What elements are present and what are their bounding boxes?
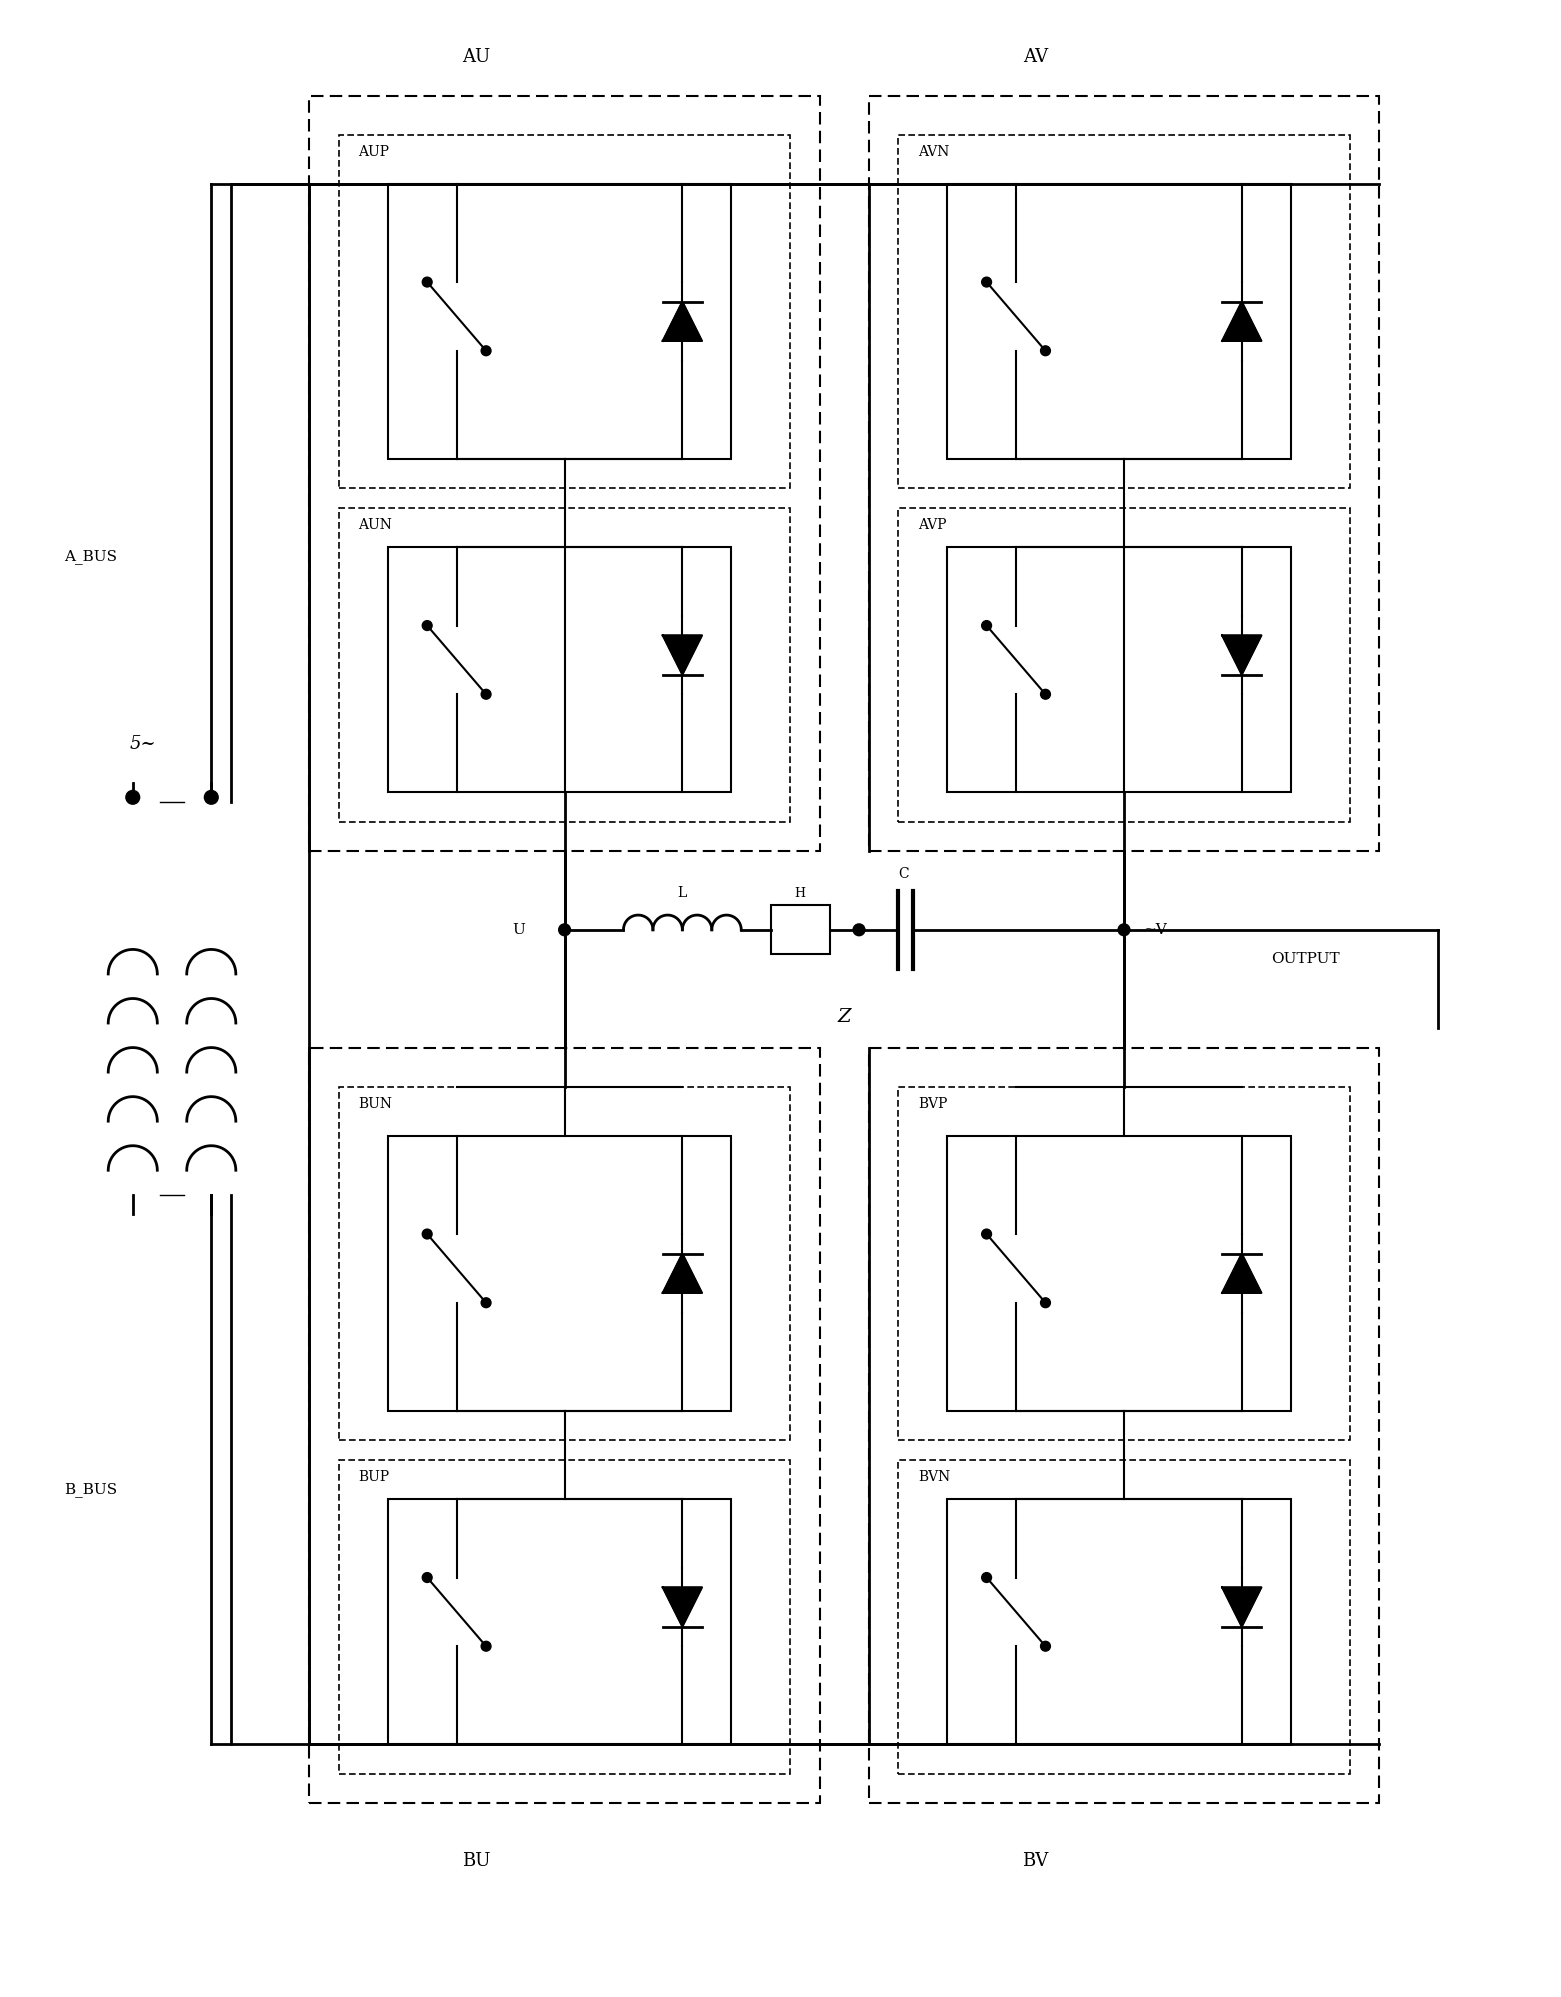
Text: AV: AV — [1022, 48, 1049, 66]
Polygon shape — [1222, 302, 1261, 341]
Bar — [389, 1136, 732, 1410]
Polygon shape — [663, 1588, 702, 1628]
Bar — [389, 184, 732, 459]
Text: BVP: BVP — [918, 1096, 948, 1110]
Circle shape — [982, 1572, 991, 1582]
Circle shape — [481, 345, 492, 355]
Text: AUN: AUN — [359, 517, 392, 531]
Bar — [869, 96, 1380, 851]
Text: L: L — [677, 887, 687, 901]
Circle shape — [126, 791, 139, 805]
Circle shape — [423, 1228, 432, 1238]
Circle shape — [982, 278, 991, 288]
Circle shape — [1041, 345, 1051, 355]
Text: AVN: AVN — [918, 144, 949, 158]
Text: C: C — [898, 867, 909, 881]
Circle shape — [982, 621, 991, 631]
Circle shape — [423, 621, 432, 631]
Circle shape — [982, 1228, 991, 1238]
Bar — [339, 1086, 790, 1440]
Bar — [869, 1048, 1380, 1803]
Text: AUP: AUP — [359, 144, 390, 158]
Circle shape — [481, 689, 492, 699]
Text: BVN: BVN — [918, 1470, 951, 1484]
Bar — [898, 507, 1350, 823]
Polygon shape — [663, 302, 702, 341]
Text: ~V: ~V — [1144, 923, 1168, 937]
Bar — [898, 136, 1350, 487]
Text: A_BUS: A_BUS — [64, 549, 117, 565]
Bar — [898, 1086, 1350, 1440]
Bar — [389, 547, 732, 793]
Text: B_BUS: B_BUS — [64, 1482, 117, 1496]
Bar — [948, 547, 1291, 793]
Text: Z: Z — [838, 1008, 851, 1026]
Bar — [948, 1136, 1291, 1410]
Bar — [389, 1500, 732, 1743]
Bar — [948, 1500, 1291, 1743]
Circle shape — [854, 925, 865, 937]
Bar — [339, 1460, 790, 1773]
Text: U: U — [512, 923, 526, 937]
Circle shape — [1041, 1642, 1051, 1652]
Bar — [309, 1048, 820, 1803]
Bar — [339, 507, 790, 823]
Circle shape — [1041, 689, 1051, 699]
Circle shape — [1041, 1298, 1051, 1308]
Circle shape — [423, 1572, 432, 1582]
Circle shape — [204, 791, 219, 805]
Text: BUN: BUN — [359, 1096, 392, 1110]
Text: BV: BV — [1022, 1853, 1049, 1871]
Bar — [339, 136, 790, 487]
Polygon shape — [1222, 1588, 1261, 1628]
Bar — [771, 905, 829, 955]
Circle shape — [559, 925, 570, 937]
Text: BU: BU — [462, 1853, 490, 1871]
Polygon shape — [663, 1254, 702, 1292]
Bar — [309, 96, 820, 851]
Text: 5~: 5~ — [130, 735, 156, 753]
Circle shape — [423, 278, 432, 288]
Polygon shape — [1222, 1254, 1261, 1292]
Text: OUTPUT: OUTPUT — [1271, 953, 1339, 967]
Polygon shape — [1222, 635, 1261, 675]
Circle shape — [481, 1642, 492, 1652]
Polygon shape — [663, 635, 702, 675]
Text: H: H — [795, 887, 805, 901]
Circle shape — [1118, 925, 1130, 937]
Text: BUP: BUP — [359, 1470, 390, 1484]
Bar — [898, 1460, 1350, 1773]
Text: AVP: AVP — [918, 517, 946, 531]
Circle shape — [481, 1298, 492, 1308]
Bar — [948, 184, 1291, 459]
Text: AU: AU — [462, 48, 490, 66]
